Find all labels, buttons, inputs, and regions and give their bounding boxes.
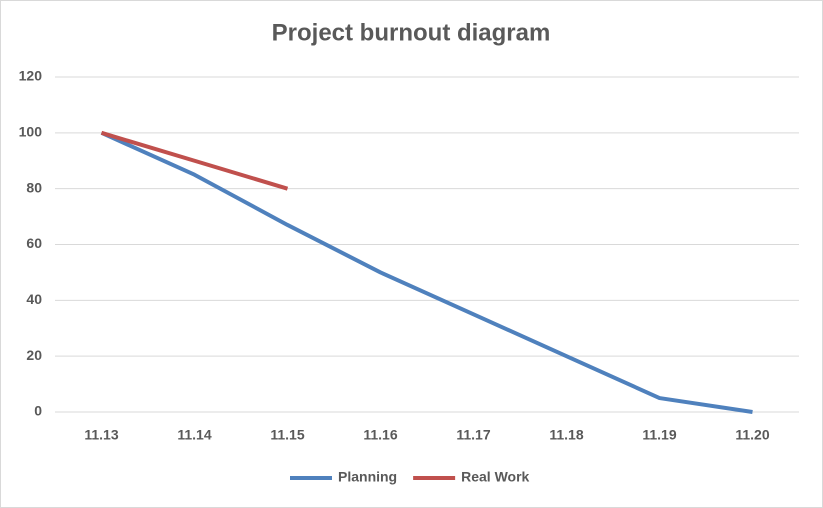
y-tick-label: 120: [19, 68, 43, 84]
x-tick-label: 11.20: [735, 427, 769, 443]
series-line: [100, 131, 753, 414]
legend-label: Real Work: [461, 469, 529, 485]
x-tick-label: 11.16: [363, 427, 397, 443]
y-tick-label: 20: [26, 347, 42, 363]
y-tick-label: 100: [19, 124, 43, 140]
x-tick-label: 11.17: [456, 427, 490, 443]
x-tick-label: 11.18: [549, 427, 583, 443]
legend-label: Planning: [338, 469, 397, 485]
y-tick-label: 60: [26, 235, 42, 251]
chart-title: Project burnout diagram: [272, 19, 551, 46]
y-tick-label: 40: [26, 291, 42, 307]
y-tick-label: 80: [26, 179, 42, 195]
x-tick-label: 11.15: [270, 427, 304, 443]
x-tick-label: 11.19: [642, 427, 676, 443]
x-tick-label: 11.13: [84, 427, 118, 443]
x-tick-label: 11.14: [177, 427, 211, 443]
y-tick-label: 0: [34, 403, 42, 419]
series-line: [100, 130, 289, 191]
